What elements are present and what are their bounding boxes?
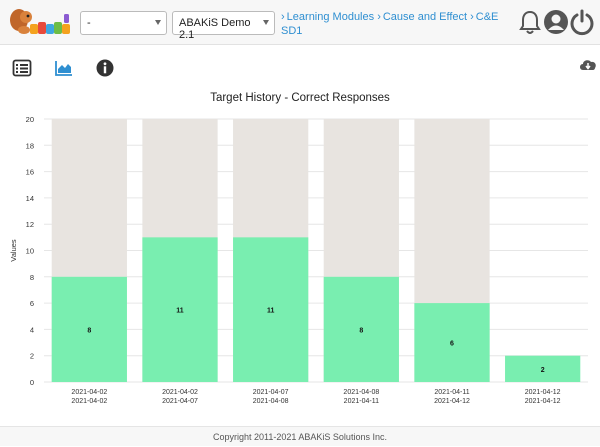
y-tick-label: 8 [30,273,34,282]
bar-correct [233,237,309,382]
bar-value-label: 11 [176,308,184,315]
y-axis-label: Values [9,239,18,262]
bar-value-label: 6 [450,341,454,348]
bar-value-label: 11 [267,308,275,315]
info-icon[interactable] [95,58,115,78]
breadcrumb-cause-and-effect[interactable]: Cause and Effect [382,11,468,23]
breadcrumb: › Learning Modules › Cause and Effect › C&E… [281,10,501,38]
list-view-icon[interactable] [12,58,32,78]
bar-correct [323,276,399,382]
y-tick-label: 10 [26,247,34,256]
y-tick-label: 18 [26,141,34,150]
app-header: - ABAKiS Demo 2.1 › Learning Modules › Cau… [0,0,600,45]
organization-select-value: ABAKiS Demo 2.1 [179,17,251,41]
abakis-logo[interactable] [6,4,72,42]
bar-value-label: 8 [359,327,363,334]
bar-chart: 0 2 4 6 8 10 12 14 16 18 20 Values 8 2021-04-02 2021-0… [9,115,588,405]
x-tick-label: 2021-04-08 [253,398,289,405]
x-tick-label: 2021-04-02 [162,389,198,396]
chart-panel: Target History - Correct Responses 0 2 4 6 8… [2,90,598,422]
x-tick-label: 2021-04-11 [344,398,379,405]
user-select-value: - [87,17,91,29]
chevron-right-icon: › [470,11,474,23]
chevron-right-icon: › [281,11,285,23]
x-tick-label: 2021-04-02 [71,389,107,396]
chevron-down-icon [155,20,161,25]
y-tick-label: 2 [30,352,34,361]
bell-icon[interactable] [516,8,544,36]
copyright-text: Copyright 2011-2021 ABAKiS Solutions Inc… [213,432,387,442]
x-tick-label: 2021-04-12 [434,398,470,405]
bar-correct [414,303,490,382]
chevron-right-icon: › [377,11,381,23]
x-tick-label: 2021-04-02 [71,398,107,405]
bar-value-label: 8 [87,327,91,334]
breadcrumb-target[interactable]: C&E SD1 [281,11,499,37]
cloud-download-icon[interactable] [578,55,598,75]
breadcrumb-learning-modules[interactable]: Learning Modules [286,11,375,23]
x-tick-label: 2021-04-11 [434,389,469,396]
power-icon[interactable] [568,8,596,36]
y-tick-label: 16 [26,168,34,177]
bar-correct [505,355,581,382]
chart-title: Target History - Correct Responses [210,92,390,104]
y-tick-label: 14 [26,194,34,203]
user-icon[interactable] [542,8,570,36]
x-tick-label: 2021-04-07 [253,389,289,396]
y-tick-label: 6 [30,299,34,308]
x-tick-label: 2021-04-12 [525,389,561,396]
y-tick-label: 0 [30,378,34,387]
x-tick-label: 2021-04-12 [525,398,561,405]
area-chart-icon[interactable] [54,58,74,78]
x-tick-label: 2021-04-07 [162,398,198,405]
bar-correct [51,276,127,382]
y-tick-label: 4 [30,325,34,334]
bar-correct [142,237,218,382]
y-tick-label: 12 [26,220,34,229]
bar-value-label: 2 [541,367,545,374]
chevron-down-icon [263,20,269,25]
footer: Copyright 2011-2021 ABAKiS Solutions Inc… [0,426,600,446]
x-tick-label: 2021-04-08 [343,389,379,396]
user-select[interactable]: - [80,11,167,35]
organization-select[interactable]: ABAKiS Demo 2.1 [172,11,275,41]
y-tick-label: 20 [26,115,34,124]
